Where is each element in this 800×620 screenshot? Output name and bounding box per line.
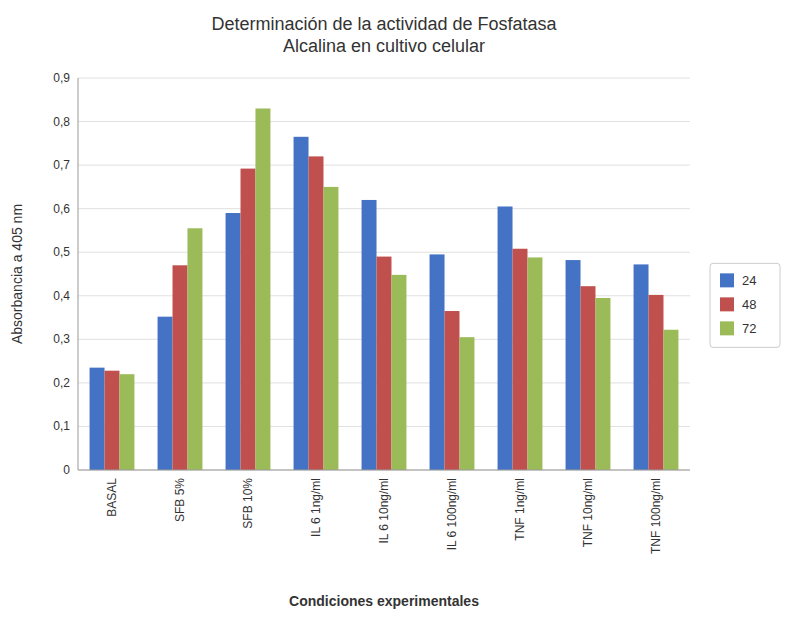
bar (513, 249, 528, 470)
x-tick-label: TNF 100ng/ml (649, 478, 663, 554)
x-tick-label: SFB 5% (173, 478, 187, 522)
y-tick-label: 0,7 (53, 158, 70, 172)
legend-swatch (720, 297, 734, 311)
bar (649, 295, 664, 470)
chart-container: Determinación de la actividad de Fosfata… (0, 0, 800, 620)
y-tick-label: 0,2 (53, 376, 70, 390)
bar (362, 200, 377, 470)
bar (391, 275, 406, 470)
x-tick-label: IL 6 100ng/ml (445, 478, 459, 550)
bar (323, 187, 338, 470)
bar (377, 257, 392, 470)
bar (119, 374, 134, 470)
bar (498, 206, 513, 470)
legend-swatch (720, 321, 734, 335)
y-grid (78, 78, 690, 470)
bar (634, 264, 649, 470)
y-ticks: 0 0,1 0,2 0,3 0,4 0,5 0,6 0,7 0,8 0,9 (53, 71, 70, 477)
grid-line (78, 208, 690, 209)
grid-line (78, 78, 690, 79)
bar (255, 108, 270, 470)
legend-frame (710, 263, 780, 347)
bar (527, 257, 542, 470)
x-tick-label: SFB 10% (241, 478, 255, 529)
legend-label: 48 (742, 297, 756, 312)
x-tick-label: TNF 1ng/ml (513, 478, 527, 541)
bar (663, 330, 678, 470)
bar (90, 368, 105, 470)
grid-line (78, 470, 690, 471)
bar (309, 156, 324, 470)
bar (581, 286, 596, 470)
bar (294, 137, 309, 470)
legend-label: 72 (742, 321, 756, 336)
bar (105, 371, 120, 470)
y-tick-label: 0,1 (53, 419, 70, 433)
bar (566, 260, 581, 470)
x-tick-label: IL 6 1ng/ml (309, 478, 323, 537)
x-axis-label: Condiciones experimentales (289, 593, 479, 609)
bars (90, 108, 679, 470)
y-tick-label: 0,5 (53, 245, 70, 259)
bar (459, 337, 474, 470)
y-tick-label: 0,3 (53, 332, 70, 346)
x-tick-label: BASAL (105, 478, 119, 517)
x-axis-line (78, 470, 690, 471)
x-ticks: BASAL SFB 5% SFB 10% IL 6 1ng/ml IL 6 10ng/m… (105, 478, 663, 554)
bar (173, 265, 188, 470)
y-tick-label: 0,8 (53, 115, 70, 129)
bar (158, 317, 173, 470)
grid-line (78, 252, 690, 253)
y-axis-line (78, 78, 79, 470)
bar-series (90, 137, 649, 470)
bar-series (119, 108, 678, 470)
legend-label: 24 (742, 273, 756, 288)
y-tick-label: 0,4 (53, 289, 70, 303)
bar (226, 213, 241, 470)
grid-line (78, 165, 690, 166)
x-tick-label: TNF 10ng/ml (581, 478, 595, 547)
y-tick-label: 0 (63, 463, 70, 477)
grid-line (78, 121, 690, 122)
bar (595, 298, 610, 470)
chart-svg: Determinación de la actividad de Fosfata… (0, 0, 800, 620)
bar (445, 311, 460, 470)
bar (187, 228, 202, 470)
legend: 24 48 72 (710, 263, 780, 347)
bar-series (105, 156, 664, 470)
bar (430, 254, 445, 470)
bar (241, 169, 256, 470)
y-axis-label: Absorbancia a 405 nm (9, 204, 25, 344)
y-tick-label: 0,9 (53, 71, 70, 85)
legend-swatch (720, 273, 734, 287)
x-tick-label: IL 6 10ng/ml (377, 478, 391, 544)
chart-title: Determinación de la actividad de Fosfata… (211, 14, 557, 56)
y-tick-label: 0,6 (53, 202, 70, 216)
